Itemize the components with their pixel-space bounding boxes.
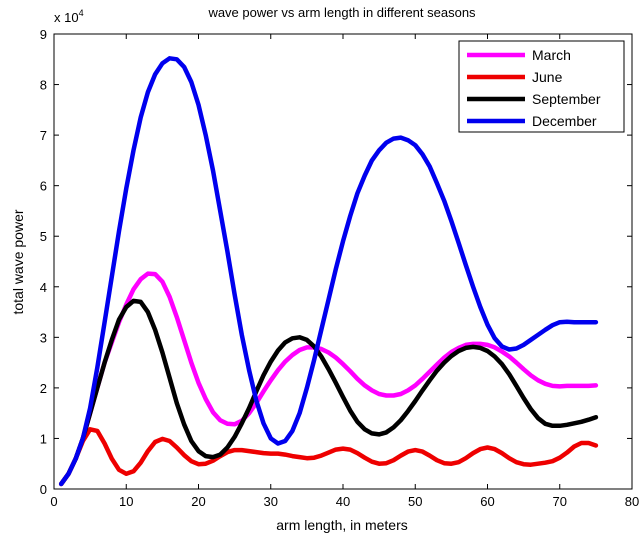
svg-text:x 104: x 104 xyxy=(54,8,84,25)
y-multiplier: x 104 xyxy=(54,8,84,25)
y-tick-label: 7 xyxy=(40,128,47,143)
x-tick-label: 60 xyxy=(480,494,494,509)
x-tick-label: 10 xyxy=(119,494,133,509)
x-tick-label: 40 xyxy=(336,494,350,509)
y-tick-label: 9 xyxy=(40,27,47,42)
y-multiplier-exponent: 4 xyxy=(79,8,84,18)
y-tick-label: 3 xyxy=(40,330,47,345)
series-line-march xyxy=(58,271,599,487)
y-tick-label: 8 xyxy=(40,78,47,93)
series-line-september xyxy=(58,298,599,487)
x-tick-label: 30 xyxy=(264,494,278,509)
y-tick-label: 2 xyxy=(40,381,47,396)
x-tick-label: 20 xyxy=(191,494,205,509)
series-line-december xyxy=(58,56,599,487)
legend-label-september: September xyxy=(532,91,601,107)
y-tick-label: 0 xyxy=(40,482,47,497)
x-tick-label: 50 xyxy=(408,494,422,509)
y-axis-label: total wave power xyxy=(10,209,26,314)
y-tick-label: 1 xyxy=(40,431,47,446)
y-tick-label: 4 xyxy=(40,280,47,295)
x-axis: 0 10 20 30 40 50 60 70 80 xyxy=(50,34,639,509)
series-line-june xyxy=(58,427,599,487)
y-tick-label: 5 xyxy=(40,229,47,244)
legend-label-june: June xyxy=(532,69,563,85)
y-multiplier-label: x 10 xyxy=(54,10,79,25)
legend: March June September December xyxy=(458,40,625,133)
y-tick-label: 6 xyxy=(40,179,47,194)
legend-items: March June September December xyxy=(467,47,601,129)
chart-title: wave power vs arm length in different se… xyxy=(207,5,476,20)
series-layer xyxy=(58,56,599,487)
x-tick-label: 70 xyxy=(553,494,567,509)
legend-label-december: December xyxy=(532,113,597,129)
legend-label-march: March xyxy=(532,47,571,63)
x-axis-label: arm length, in meters xyxy=(276,517,408,533)
x-tick-label: 80 xyxy=(625,494,639,509)
x-tick-label: 0 xyxy=(50,494,57,509)
y-axis: 0 1 2 3 4 5 6 7 8 9 xyxy=(40,27,632,497)
